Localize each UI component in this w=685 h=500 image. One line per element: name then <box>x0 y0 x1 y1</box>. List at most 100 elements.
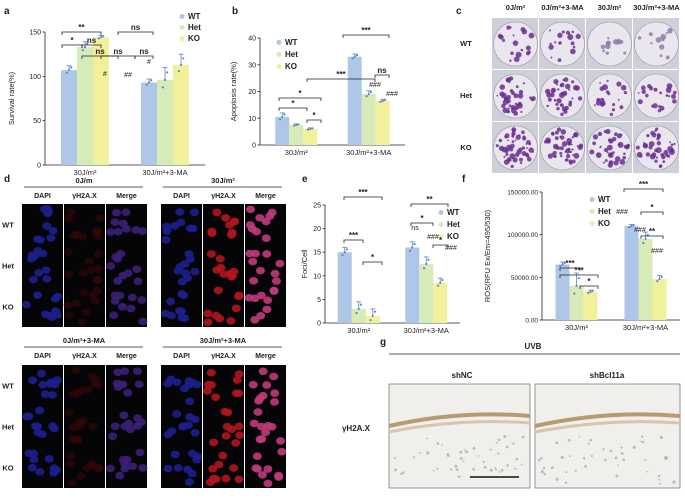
colony <box>555 145 558 147</box>
colony <box>617 141 624 148</box>
stained-cell <box>412 456 415 459</box>
significance-bracket <box>410 222 434 226</box>
legend-swatch-ko <box>276 64 282 69</box>
cell-nucleus <box>262 250 272 258</box>
cell-nucleus <box>106 228 116 236</box>
data-point <box>353 55 356 58</box>
data-point <box>351 57 354 60</box>
colony <box>668 95 671 98</box>
stained-cell <box>436 467 439 470</box>
stained-cell <box>616 464 619 467</box>
colony <box>622 155 627 160</box>
colony <box>511 140 515 143</box>
cell-nucleus <box>163 430 173 439</box>
colony <box>521 28 528 35</box>
colony <box>605 129 611 135</box>
stained-cell <box>587 442 590 445</box>
cell-nucleus <box>76 472 86 481</box>
colony <box>613 132 618 137</box>
stained-cell <box>622 458 626 462</box>
plate-row-label: Het <box>460 91 473 100</box>
colony <box>663 149 669 156</box>
data-point <box>644 237 647 241</box>
data-point <box>383 98 387 101</box>
cell-nucleus <box>180 260 190 268</box>
significance-label: *** <box>361 26 371 35</box>
cell-nucleus <box>175 208 185 216</box>
data-point <box>163 78 167 81</box>
colony <box>606 144 613 151</box>
stained-cell <box>455 468 459 472</box>
colony <box>612 103 616 107</box>
stained-cell <box>498 470 501 473</box>
stained-cell <box>494 466 497 469</box>
channel-label: DAPI <box>34 193 51 200</box>
colony <box>623 51 627 55</box>
colony <box>619 39 624 44</box>
colony <box>530 98 534 102</box>
cell-nucleus <box>234 422 244 431</box>
cell-nucleus <box>35 468 45 476</box>
stained-cell <box>477 455 480 457</box>
colony <box>571 30 575 34</box>
data-point <box>309 127 312 131</box>
cell-nucleus <box>64 311 74 319</box>
data-point <box>283 113 286 116</box>
cell-nucleus <box>46 378 56 386</box>
bar-wt <box>624 226 639 320</box>
data-point <box>86 42 89 45</box>
colony <box>526 147 528 149</box>
data-point <box>67 69 71 72</box>
colony <box>575 33 581 40</box>
cell-nucleus <box>231 304 241 313</box>
cell-nucleus <box>269 372 279 381</box>
y-axis-label: Foci/Cell <box>300 249 309 279</box>
cell-nucleus <box>161 236 171 244</box>
colony <box>661 154 666 160</box>
colony <box>646 133 650 138</box>
legend-label-ko: KO <box>188 34 200 43</box>
data-point <box>179 63 183 66</box>
image-row-label: Het <box>2 423 15 432</box>
cell-nucleus <box>120 459 130 468</box>
colony <box>496 94 499 97</box>
significance-mark: # <box>147 59 151 66</box>
colony <box>602 49 605 53</box>
cell-nucleus <box>213 286 223 295</box>
cell-nucleus <box>121 225 131 233</box>
stained-cell <box>495 441 498 444</box>
significance-label: * <box>371 253 375 262</box>
group-header: 30J/m² <box>211 176 235 185</box>
stained-cell <box>520 463 523 466</box>
colony <box>557 58 562 62</box>
significance-label: ns <box>95 47 105 56</box>
plate-column-label: 30J/m² <box>598 3 622 12</box>
legend-swatch-het <box>589 209 595 214</box>
cell-nucleus <box>46 234 56 242</box>
colony <box>558 41 562 45</box>
y-tick-label: 20 <box>248 89 256 96</box>
cell-nucleus <box>263 296 273 304</box>
colony <box>570 41 575 46</box>
image-row-label: KO <box>2 464 13 473</box>
ihc-panel: UVB shNC shBcl11a γH2A.X <box>342 342 681 489</box>
cell-nucleus <box>33 291 43 299</box>
colony <box>510 164 514 168</box>
cell-nucleus <box>250 249 260 258</box>
cell-nucleus <box>206 381 216 389</box>
data-point <box>441 278 444 282</box>
legend-swatch-het <box>179 25 185 30</box>
colony <box>563 109 568 114</box>
cell-nucleus <box>189 208 199 217</box>
colony <box>642 141 645 144</box>
significance-label: *** <box>574 266 584 275</box>
colony <box>603 129 608 134</box>
channel-label: DAPI <box>173 353 190 360</box>
cell-nucleus <box>64 247 74 256</box>
y-tick-label: 150000.00 <box>507 190 538 197</box>
cell-nucleus <box>271 277 281 285</box>
colony <box>503 155 506 158</box>
cell-nucleus <box>138 317 148 326</box>
panel-letter-f: f <box>462 174 466 185</box>
